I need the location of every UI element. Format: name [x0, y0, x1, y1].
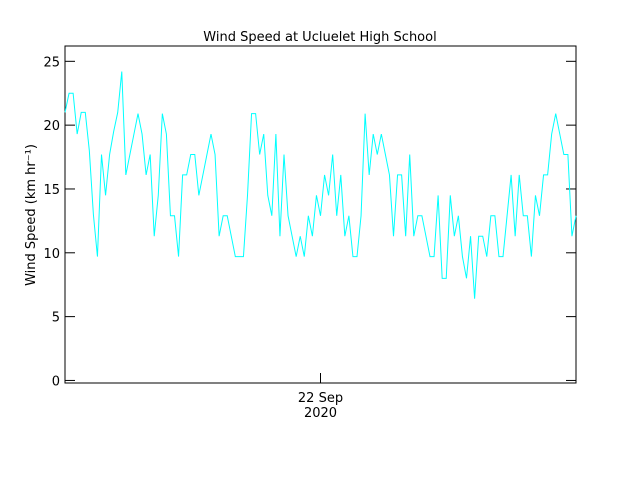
y-tick-label: 25	[43, 55, 60, 70]
y-axis-label: Wind Speed (km hr⁻¹)	[24, 144, 39, 286]
data-line	[64, 71, 577, 299]
y-tick-label: 20	[43, 119, 60, 134]
y-tick-label: 10	[43, 247, 60, 262]
y-tick-label: 15	[43, 183, 60, 198]
x-tick-label: 22 Sep 2020	[298, 391, 343, 421]
y-tick-label: 5	[52, 311, 60, 326]
y-tick-label: 0	[52, 374, 60, 389]
chart-title: Wind Speed at Ucluelet High School	[203, 30, 436, 45]
